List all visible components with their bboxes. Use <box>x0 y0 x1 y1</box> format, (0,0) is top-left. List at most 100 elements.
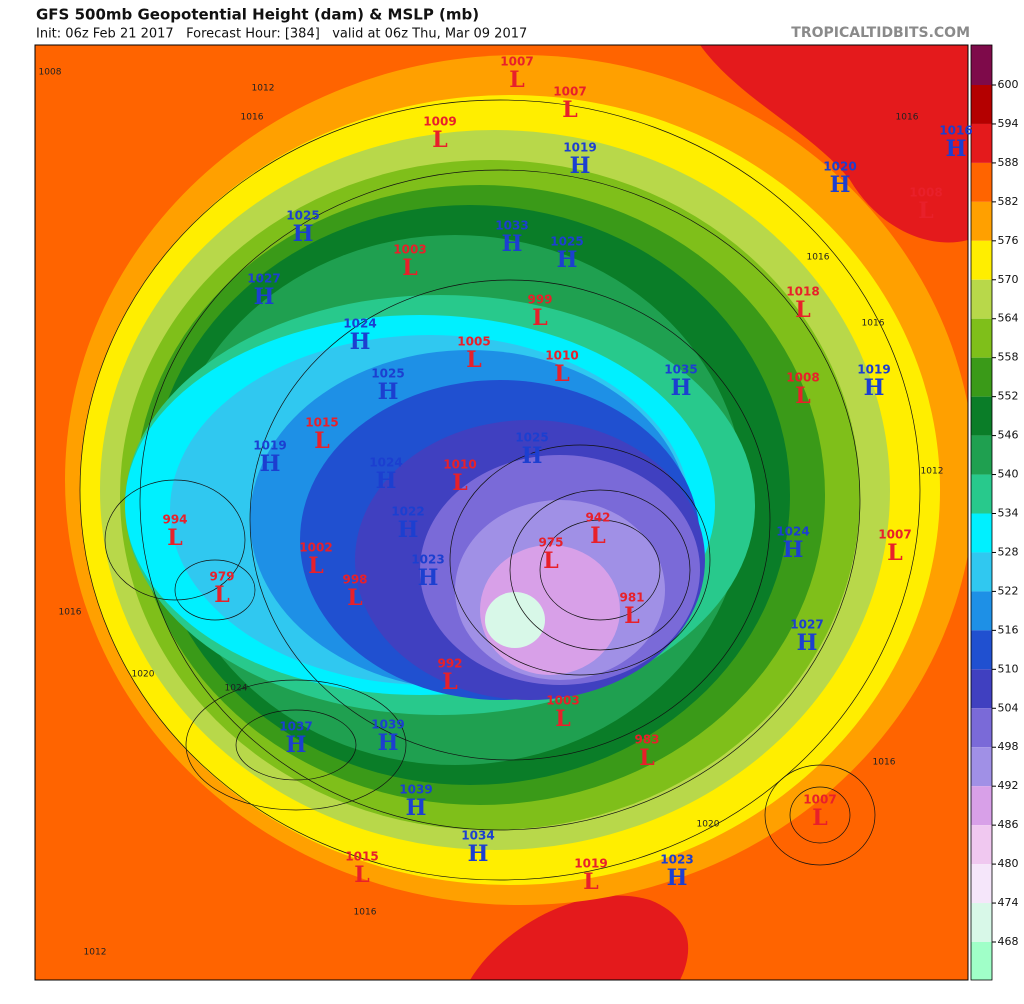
colorbar-label: 492 <box>998 779 1019 792</box>
pressure-value: 1039 <box>371 718 404 732</box>
pressure-value: 1024 <box>776 525 809 539</box>
colorbar-swatch <box>971 513 992 553</box>
pressure-center: H <box>378 379 399 405</box>
pressure-value: 1024 <box>343 317 376 331</box>
pressure-value: 1007 <box>553 85 586 99</box>
pressure-value: 1020 <box>823 160 856 174</box>
pressure-center: L <box>583 869 598 895</box>
isobar-label: 1020 <box>697 820 720 830</box>
pressure-center: L <box>795 297 810 323</box>
pressure-center: H <box>398 517 419 543</box>
pressure-value: 1019 <box>253 439 286 453</box>
pressure-center: L <box>314 428 329 454</box>
pressure-center: H <box>557 247 578 273</box>
colorbar-label: 468 <box>998 935 1019 948</box>
pressure-center: H <box>797 630 818 656</box>
pressure-value: 981 <box>619 591 644 605</box>
pressure-value: 1007 <box>500 55 533 69</box>
pressure-value: 1005 <box>457 335 490 349</box>
colorbar-label: 546 <box>998 429 1019 442</box>
colorbar-swatch <box>971 552 992 592</box>
colorbar-frame <box>970 44 993 981</box>
pressure-value: 1008 <box>909 186 942 200</box>
isobar-label: 1016 <box>241 113 264 123</box>
isobar-label: 1012 <box>252 84 275 94</box>
pressure-center: L <box>639 745 654 771</box>
pressure-center: H <box>671 375 692 401</box>
pressure-center: H <box>468 841 489 867</box>
colorbar-label: 588 <box>998 156 1019 169</box>
pressure-center: L <box>432 127 447 153</box>
isobar-label: 1016 <box>873 758 896 768</box>
isobar-label: 1012 <box>84 948 107 958</box>
pressure-center: H <box>376 468 397 494</box>
map <box>34 44 969 981</box>
colorbar-label: 510 <box>998 662 1019 675</box>
pressure-value: 942 <box>585 511 610 525</box>
colorbar-swatch <box>971 201 992 241</box>
pressure-center: H <box>522 443 543 469</box>
pressure-value: 1007 <box>878 528 911 542</box>
isobar-label: 1016 <box>862 319 885 329</box>
pressure-value: 999 <box>527 293 552 307</box>
pressure-center: H <box>293 221 314 247</box>
pressure-value: 1010 <box>443 458 476 472</box>
colorbar-swatch <box>971 85 992 124</box>
colorbar-swatch <box>971 45 992 85</box>
pressure-center: L <box>308 553 323 579</box>
pressure-center: L <box>532 305 547 331</box>
isobar-label: 1016 <box>354 908 377 918</box>
isobar-label: 1024 <box>225 684 248 694</box>
pressure-value: 983 <box>634 733 659 747</box>
pressure-center: L <box>466 347 481 373</box>
pressure-value: 1015 <box>345 850 378 864</box>
pressure-value: 1009 <box>423 115 456 129</box>
colorbar-swatch <box>971 903 992 942</box>
colorbar-swatch <box>971 747 992 787</box>
watermark: TROPICALTIDBITS.COM <box>791 25 970 41</box>
colorbar-label: 576 <box>998 234 1019 247</box>
pressure-value: 992 <box>437 657 462 671</box>
colorbar-label: 558 <box>998 351 1019 364</box>
colorbar-label: 552 <box>998 390 1019 403</box>
pressure-center: H <box>667 865 688 891</box>
pressure-value: 1019 <box>563 141 596 155</box>
pressure-center: L <box>442 669 457 695</box>
pressure-center: H <box>286 732 307 758</box>
pressure-value: 1007 <box>803 793 836 807</box>
colorbar: 600 594 588 582 576 570 564 558 552 546 540 534 528 5… <box>970 44 1019 981</box>
colorbar-label: 480 <box>998 857 1019 870</box>
colorbar-swatch <box>971 240 992 280</box>
colorbar-label: 564 <box>998 312 1019 325</box>
pressure-center: L <box>509 67 524 93</box>
pressure-center: H <box>946 136 967 162</box>
pressure-center: H <box>783 537 804 563</box>
colorbar-swatch <box>971 123 992 163</box>
pressure-value: 998 <box>342 573 367 587</box>
pressure-center: H <box>254 284 275 310</box>
pressure-value: 1027 <box>247 272 280 286</box>
colorbar-label: 522 <box>998 584 1019 597</box>
colorbar-swatch <box>971 669 992 709</box>
pressure-value: 1018 <box>786 285 819 299</box>
isobar-label: 1020 <box>132 670 155 680</box>
pressure-value: 1033 <box>495 219 528 233</box>
isobar-label: 1016 <box>896 113 919 123</box>
colorbar-swatch <box>971 474 992 514</box>
pressure-value: 1025 <box>550 235 583 249</box>
pressure-center: L <box>452 470 467 496</box>
pressure-center: H <box>350 329 371 355</box>
colorbar-swatch <box>971 162 992 202</box>
subtitle: Init: 06z Feb 21 2017 Forecast Hour: [38… <box>36 27 527 42</box>
colorbar-label: 486 <box>998 818 1019 831</box>
pressure-value: 1027 <box>790 618 823 632</box>
pressure-center: L <box>214 582 229 608</box>
pressure-value: 1019 <box>857 363 890 377</box>
pressure-center: H <box>830 172 851 198</box>
pressure-center: L <box>887 540 902 566</box>
pressure-center: L <box>812 805 827 831</box>
pressure-center: L <box>543 548 558 574</box>
colorbar-swatch <box>971 279 992 319</box>
pressure-center: H <box>418 565 439 591</box>
